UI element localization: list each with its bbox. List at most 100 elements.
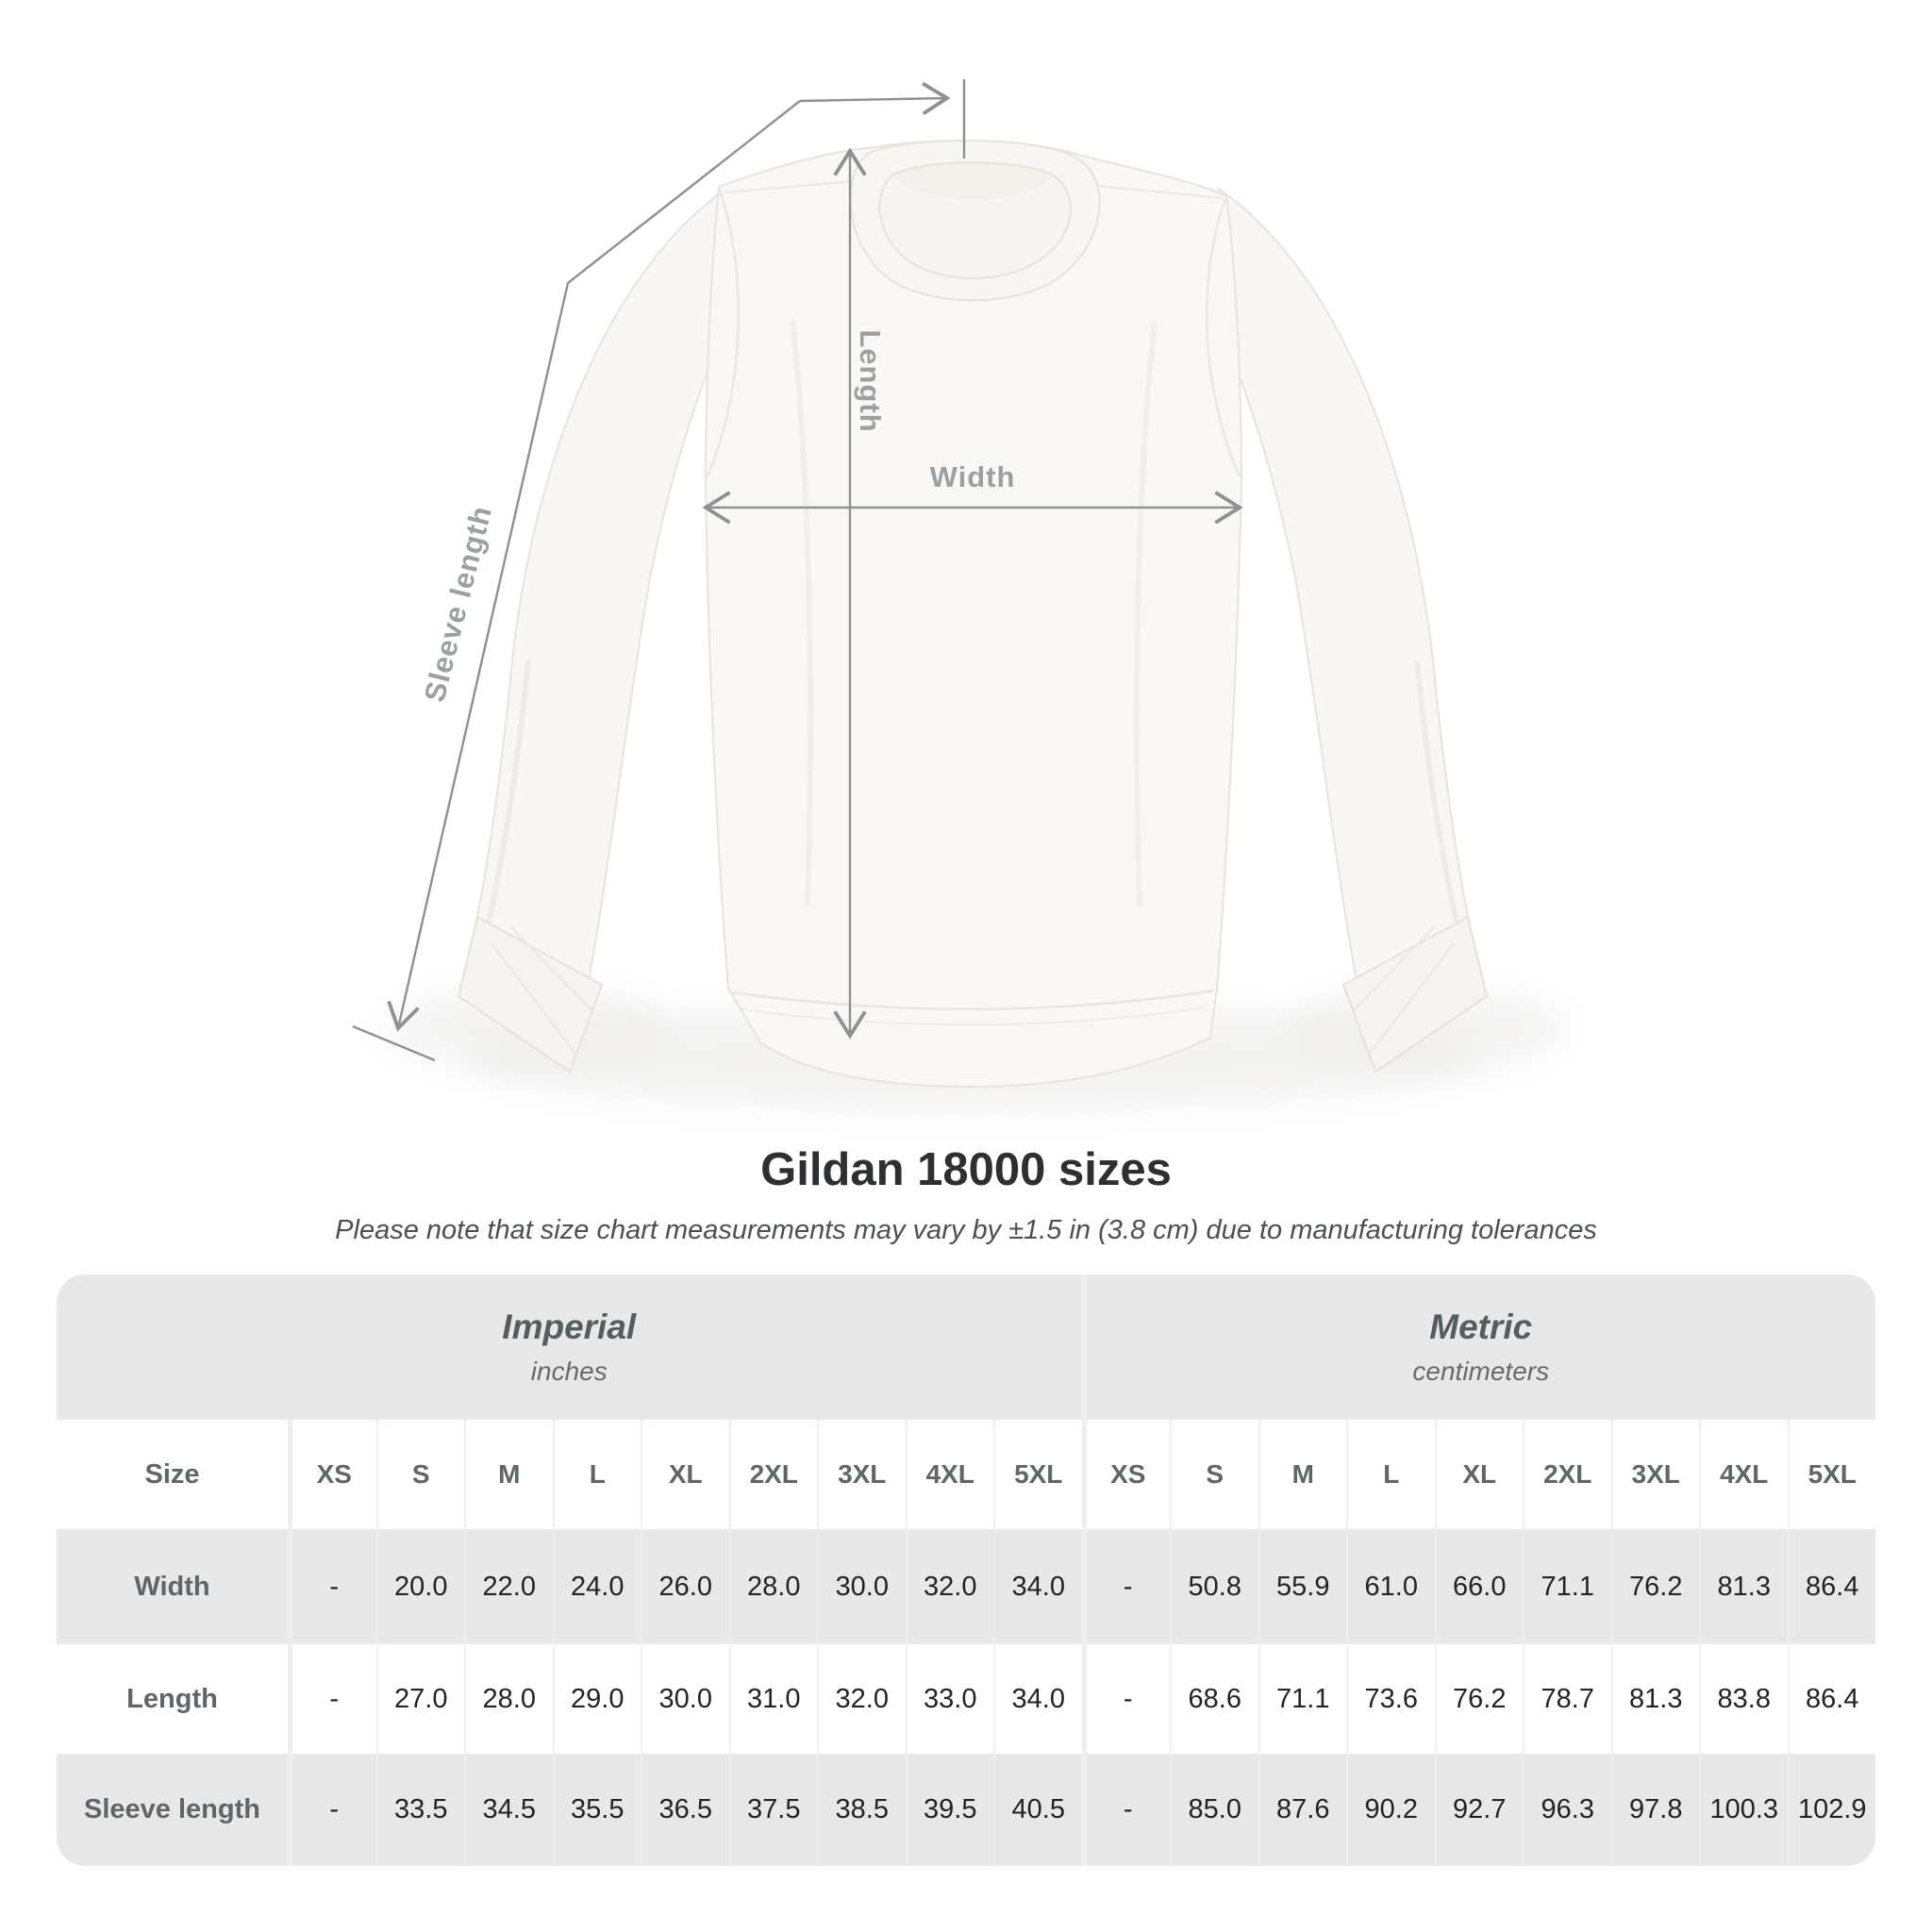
table-cell: L [552,1420,641,1529]
table-cell: 32.0 [905,1529,994,1644]
table-cell: 34.0 [993,1529,1082,1644]
table-cell: 102.9 [1787,1754,1876,1866]
table-row-width: Width -20.0 22.0 24.0 26.0 28.0 30.0 32.0 34.0-… [57,1529,1875,1644]
table-row-length: Length -27.0 28.0 29.0 30.0 31.0 32.0 33.0 34.0… [57,1644,1875,1754]
table-cell: 5XL [1787,1420,1876,1529]
table-cell: 28.0 [464,1644,553,1754]
table-cell: 31.0 [728,1644,818,1754]
sleeve-end-tick [352,1024,436,1062]
table-cell: 34.0 [993,1644,1082,1754]
table-cell: - [288,1644,376,1754]
sweatshirt-illustration [352,79,1566,1111]
table-cell: 55.9 [1257,1529,1347,1644]
table-cell: XS [288,1420,376,1529]
table-cell: 66.0 [1434,1529,1524,1644]
table-cell: XL [1434,1420,1524,1529]
table-cell: - [1081,1644,1171,1754]
table-cell: 39.5 [905,1754,994,1866]
sleeve-length-line [387,100,801,1032]
imperial-unit: inches [530,1357,608,1386]
table-cell: 81.3 [1610,1644,1700,1754]
table-cell: 27.0 [375,1644,465,1754]
table-cell: XL [641,1420,729,1529]
table-cell: 33.0 [905,1644,994,1754]
table-cell: S [1170,1420,1258,1529]
metric-label: Metric [1429,1307,1533,1346]
table-cell: 2XL [1523,1420,1611,1529]
table-cell: 76.2 [1434,1644,1524,1754]
table-cell: 32.0 [817,1644,906,1754]
table-cell: - [1081,1529,1171,1644]
table-cell: 97.8 [1610,1754,1700,1866]
measurement-lines [352,79,1243,1062]
table-cell: 96.3 [1523,1754,1611,1866]
row-label-length: Length [126,1683,218,1714]
row-label-width: Width [134,1571,210,1602]
metric-unit: centimeters [1412,1357,1550,1386]
row-label-sleeve-length: Sleeve length [84,1794,260,1824]
table-cell: 90.2 [1346,1754,1435,1866]
table-cell: 100.3 [1699,1754,1788,1866]
table-cell: 38.5 [817,1754,906,1866]
imperial-label: Imperial [502,1307,637,1346]
size-header-row: Size XS S M L XL 2XL 3XL 4XL 5XL XS S M L XL 2XL 3XL 4XL… [57,1420,1875,1529]
table-cell: S [375,1420,465,1529]
right-sleeve [1218,187,1489,1074]
table-cell: 4XL [905,1420,994,1529]
table-cell: 30.0 [817,1529,906,1644]
table-cell: 83.8 [1699,1644,1788,1754]
table-cell: 30.0 [641,1644,729,1754]
table-cell: L [1346,1420,1435,1529]
table-cell: 35.5 [552,1754,641,1866]
table-cell: 87.6 [1257,1754,1347,1866]
table-cell: 78.7 [1523,1644,1611,1754]
table-row-sleeve-length: Sleeve length -33.5 34.5 35.5 36.5 37.5 38.5 3… [57,1754,1875,1866]
units-header-row: Imperial inches Metric centimeters [57,1274,1875,1420]
sweatshirt-diagram: Length Width Sleeve length [352,79,1566,1111]
table-cell: 86.4 [1787,1529,1876,1644]
table-cell: 29.0 [552,1644,641,1754]
table-cell: 3XL [1610,1420,1700,1529]
table-cell: - [288,1754,376,1866]
table-cell: 26.0 [641,1529,729,1644]
table-cell: - [288,1529,376,1644]
table-cell: 36.5 [641,1754,729,1866]
table-cell: 20.0 [375,1529,465,1644]
table-cell: 24.0 [552,1529,641,1644]
table-cell: XS [1081,1420,1171,1529]
table-cell: 71.1 [1257,1644,1347,1754]
table-cell: 33.5 [375,1754,465,1866]
table-cell: 61.0 [1346,1529,1435,1644]
left-sleeve [457,187,727,1074]
table-cell: M [464,1420,553,1529]
page-title: Gildan 18000 sizes [760,1144,1172,1195]
size-table: Imperial inches Metric centimeters Size … [57,1274,1875,1866]
table-cell: 73.6 [1346,1644,1435,1754]
table-cell: 22.0 [464,1529,553,1644]
size-column-title: Size [144,1458,200,1490]
length-label: Length [854,329,887,433]
table-cell: 92.7 [1434,1754,1524,1866]
width-label: Width [929,460,1016,493]
table-cell: 71.1 [1523,1529,1611,1644]
table-cell: 2XL [728,1420,818,1529]
table-cell: 5XL [993,1420,1082,1529]
metric-header: Metric centimeters [1081,1274,1876,1420]
table-cell: 85.0 [1170,1754,1258,1866]
table-cell: 40.5 [993,1754,1082,1866]
tolerance-note: Please note that size chart measurements… [335,1215,1597,1245]
table-cell: 3XL [817,1420,906,1529]
table-cell: 4XL [1699,1420,1788,1529]
collar [849,139,1101,302]
table-cell: 50.8 [1170,1529,1258,1644]
table-cell: M [1257,1420,1347,1529]
table-cell: 76.2 [1610,1529,1700,1644]
table-cell: 86.4 [1787,1644,1876,1754]
table-cell: 28.0 [728,1529,818,1644]
table-cell: 37.5 [728,1754,818,1866]
table-cell: 81.3 [1699,1529,1788,1644]
table-cell: 34.5 [464,1754,553,1866]
table-cell: - [1081,1754,1171,1866]
table-cell: 68.6 [1170,1644,1258,1754]
